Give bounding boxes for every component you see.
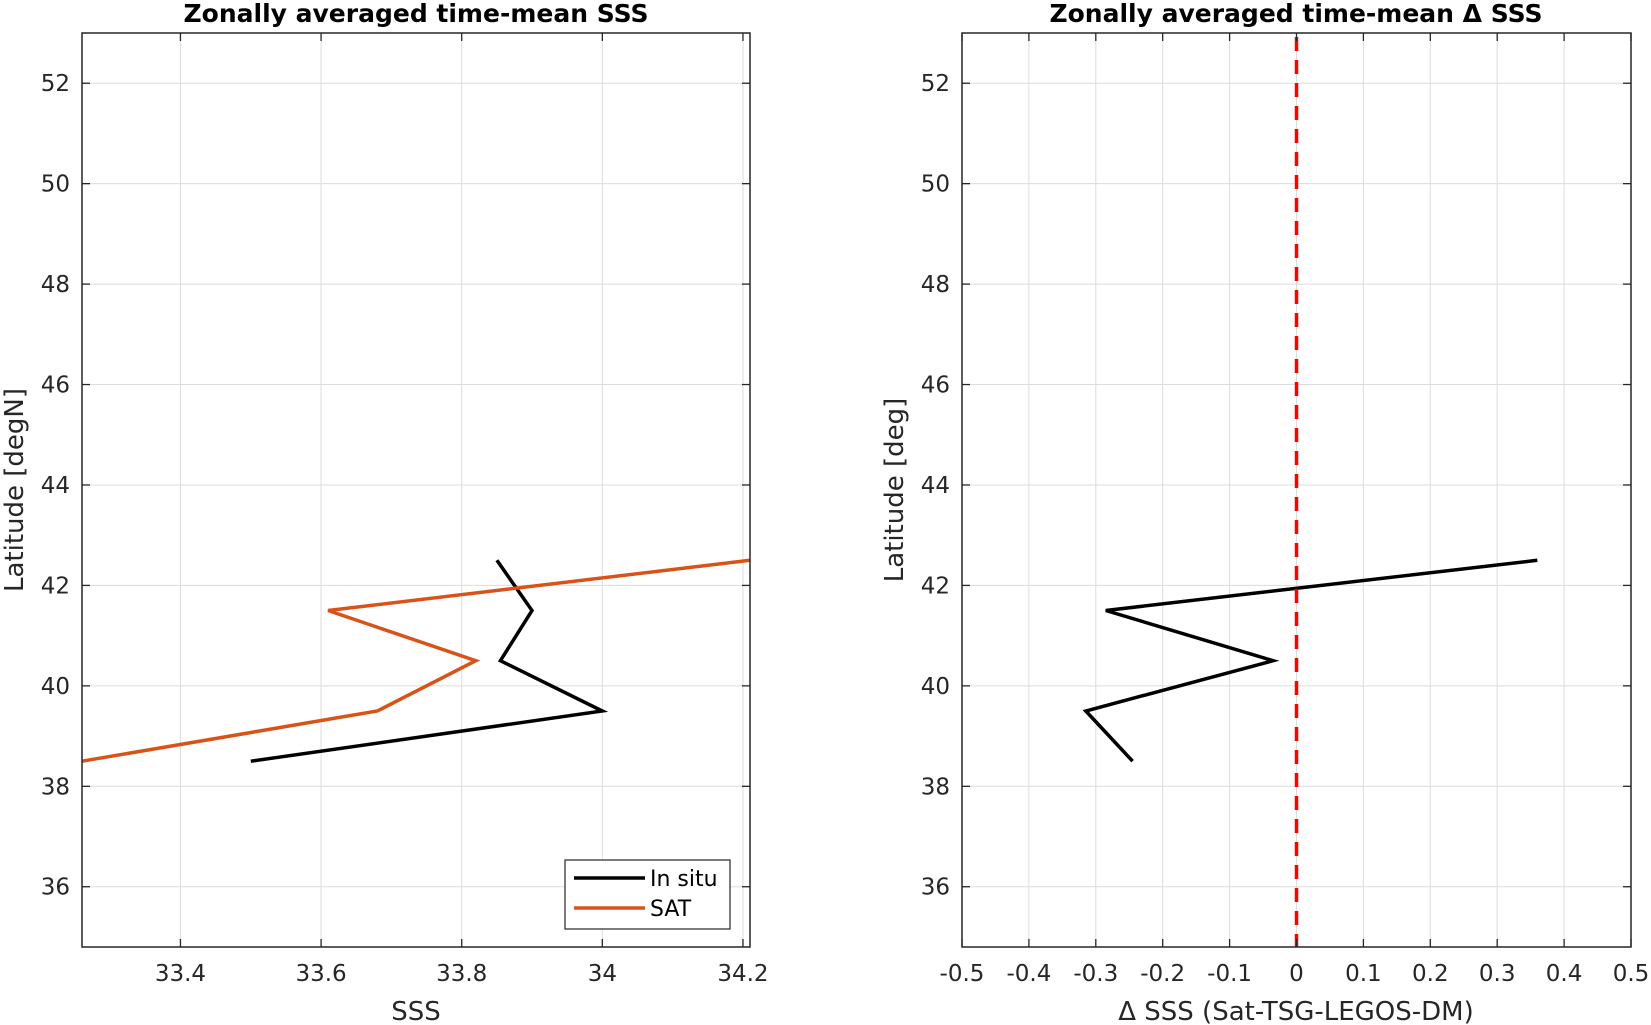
y-tick-label: 52 <box>921 71 950 97</box>
legend: In situ SAT <box>564 859 731 930</box>
series-line-in-situ <box>250 559 609 763</box>
x-tick-label: 0 <box>1289 961 1304 987</box>
y-tick-label: 48 <box>921 272 950 298</box>
chart-title: Zonally averaged time-mean Δ SSS <box>1050 0 1543 28</box>
x-tick-label: 33.4 <box>155 961 206 987</box>
x-tick-label: 33.8 <box>436 961 487 987</box>
y-tick-label: 52 <box>41 71 70 97</box>
y-tick-label: 46 <box>41 373 70 399</box>
sss-panel: Zonally averaged time-mean SSS 33.4 33.6 3… <box>0 0 769 1025</box>
x-tick-label: 0.3 <box>1479 961 1516 987</box>
y-tick-label: 36 <box>921 875 950 901</box>
y-tick-label: 40 <box>921 674 950 700</box>
plot-frame <box>81 32 751 948</box>
x-tick-label: -0.3 <box>1073 961 1118 987</box>
x-tick-label: 34.2 <box>717 961 768 987</box>
y-axis-label: Latitude [deg] <box>880 398 910 583</box>
x-axis-label: SSS <box>391 997 441 1025</box>
y-axis-label: Latitude [degN] <box>0 388 30 592</box>
y-tick-label: 42 <box>41 573 70 599</box>
y-tick-label: 48 <box>41 272 70 298</box>
legend-label-sat: SAT <box>650 897 692 922</box>
y-tick-label: 38 <box>41 774 70 800</box>
y-tick-label: 50 <box>921 172 950 198</box>
series-line-sat <box>81 558 751 763</box>
y-tick-label: 42 <box>921 573 950 599</box>
x-axis-label: Δ SSS (Sat-TSG-LEGOS-DM) <box>1118 997 1474 1025</box>
series-line-1 <box>1082 558 1538 763</box>
y-tick-label: 40 <box>41 674 70 700</box>
legend-box <box>564 859 731 930</box>
x-tick-label: 0.4 <box>1546 961 1583 987</box>
x-tick-label: 34 <box>588 961 617 987</box>
x-tick-label: 0.5 <box>1613 961 1650 987</box>
y-tick-label: 46 <box>921 373 950 399</box>
x-tick-label: -0.2 <box>1140 961 1185 987</box>
legend-label-in-situ: In situ <box>650 867 718 892</box>
x-tick-label: 0.1 <box>1345 961 1382 987</box>
x-tick-label: -0.1 <box>1207 961 1252 987</box>
chart-title: Zonally averaged time-mean SSS <box>184 0 649 28</box>
x-tick-label: -0.5 <box>940 961 985 987</box>
delta-sss-panel: Zonally averaged time-mean Δ SSS -0.5 -0.… <box>880 0 1649 1025</box>
y-tick-label: 44 <box>41 473 70 499</box>
x-tick-label: 33.6 <box>295 961 346 987</box>
y-tick-label: 44 <box>921 473 950 499</box>
y-tick-label: 50 <box>41 172 70 198</box>
x-tick-label: 0.2 <box>1412 961 1449 987</box>
y-tick-label: 36 <box>41 875 70 901</box>
y-tick-label: 38 <box>921 774 950 800</box>
x-tick-label: -0.4 <box>1006 961 1051 987</box>
